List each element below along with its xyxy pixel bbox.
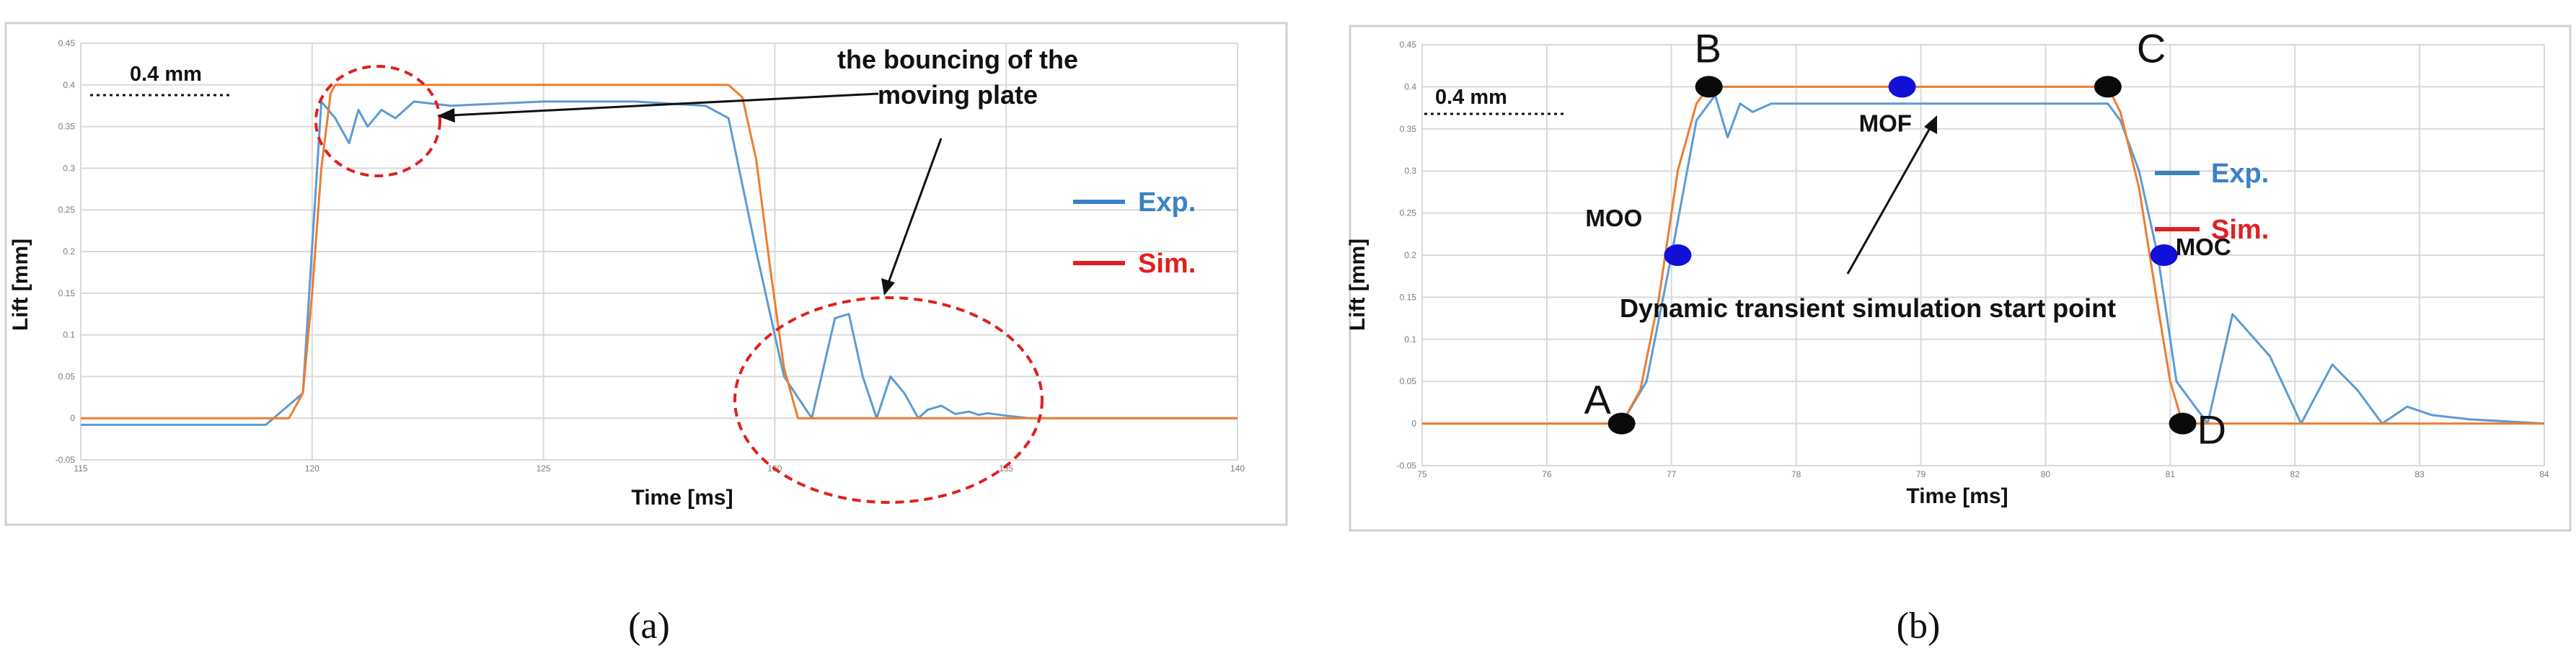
panel-a-reference-label: 0.4 mm bbox=[130, 63, 202, 86]
key-point-moc bbox=[2150, 244, 2178, 266]
y-tick-label: 0.45 bbox=[1400, 40, 1417, 50]
key-point-a bbox=[1607, 412, 1636, 435]
panel-a-series bbox=[81, 84, 1238, 426]
key-point-label-b: B bbox=[1695, 25, 1721, 71]
key-point-mof bbox=[1888, 76, 1916, 98]
series-line-exp bbox=[81, 100, 1238, 426]
x-tick-label: 125 bbox=[537, 463, 551, 474]
x-tick-label: 115 bbox=[74, 463, 87, 474]
y-tick-label: 0.3 bbox=[63, 163, 75, 173]
x-tick-label: 84 bbox=[2539, 469, 2549, 479]
panel-a-legend: Exp. Sim. bbox=[1073, 187, 1196, 279]
key-point-label-moo: MOO bbox=[1585, 205, 1642, 231]
y-tick-label: -0.05 bbox=[56, 455, 76, 465]
key-point-label-mof: MOF bbox=[1859, 110, 1912, 136]
panel-b-ylabel: Lift [mm] bbox=[1346, 239, 1369, 331]
x-tick-label: 81 bbox=[2166, 469, 2176, 479]
y-tick-label: 0.4 bbox=[63, 80, 75, 90]
x-tick-label: 80 bbox=[2041, 469, 2051, 479]
y-tick-label: 0.05 bbox=[1400, 376, 1417, 386]
y-tick-label: 0.2 bbox=[63, 247, 75, 257]
panel-b-frame bbox=[1349, 25, 2572, 532]
panel-a-frame bbox=[4, 22, 1288, 526]
panel-b-xlabel: Time [ms] bbox=[1906, 484, 2008, 508]
y-tick-label: 0.25 bbox=[1400, 208, 1417, 218]
caption-b: (b) bbox=[1897, 605, 1941, 647]
y-tick-label: 0.15 bbox=[58, 288, 76, 298]
series-line-sim bbox=[81, 84, 1238, 419]
series-line-exp bbox=[1422, 94, 2545, 425]
y-tick-label: -0.05 bbox=[1397, 461, 1417, 471]
y-tick-label: 0.15 bbox=[1400, 292, 1417, 302]
y-tick-label: 0.35 bbox=[58, 122, 76, 132]
key-point-c bbox=[2094, 76, 2122, 98]
x-tick-label: 79 bbox=[1916, 469, 1926, 479]
y-tick-label: 0.35 bbox=[1400, 124, 1417, 134]
panel-a-legend-exp-label: Exp. bbox=[1138, 187, 1196, 218]
panel-a-xlabel: Time [ms] bbox=[631, 486, 733, 510]
y-tick-label: 0.05 bbox=[58, 371, 76, 381]
key-point-label-c: C bbox=[2137, 25, 2166, 71]
x-tick-label: 77 bbox=[1667, 469, 1677, 479]
panel-a-bounce-label-line1: the bouncing of the bbox=[837, 45, 1078, 74]
y-tick-label: 0.2 bbox=[1404, 250, 1416, 260]
key-point-moo bbox=[1664, 244, 1692, 266]
x-tick-label: 78 bbox=[1791, 469, 1801, 479]
key-point-label-moc: MOC bbox=[2176, 234, 2231, 260]
x-tick-label: 83 bbox=[2414, 469, 2425, 479]
caption-a: (a) bbox=[628, 605, 670, 647]
panel-a-bounce-label-line2: moving plate bbox=[878, 80, 1038, 110]
panel-a-arrow-1 bbox=[437, 92, 879, 123]
key-point-b bbox=[1695, 76, 1723, 98]
panel-a-bounce-circle-1 bbox=[314, 65, 441, 177]
x-tick-label: 120 bbox=[305, 463, 319, 474]
panel-b-start-arrow bbox=[1846, 115, 1937, 275]
x-tick-label: 135 bbox=[999, 463, 1013, 474]
y-tick-label: 0 bbox=[1411, 419, 1416, 429]
key-point-label-a: A bbox=[1584, 377, 1612, 422]
y-tick-label: 0.1 bbox=[1404, 334, 1416, 345]
panel-b-legend-exp-label: Exp. bbox=[2211, 159, 2269, 189]
panel-b-legend-sim-label: Sim. bbox=[2211, 215, 2269, 245]
y-tick-label: 0.4 bbox=[1404, 81, 1416, 92]
key-point-d bbox=[2169, 412, 2197, 435]
chart-panel-b: -0.05 0 0.05 0.1 0.15 0.2 0.25 0.3 0.35 0.4 0.45 75… bbox=[1346, 25, 2572, 532]
panel-b-reference-label: 0.4 mm bbox=[1435, 86, 1507, 109]
panel-b-start-point-label: Dynamic transient simulation start point bbox=[1620, 293, 2116, 323]
y-tick-label: 0.3 bbox=[1404, 166, 1416, 176]
panel-a-legend-sim-label: Sim. bbox=[1138, 249, 1196, 279]
panel-a-arrow-2 bbox=[881, 138, 943, 296]
y-tick-label: 0.25 bbox=[58, 205, 76, 215]
panel-a-bounce-circle-2 bbox=[733, 296, 1044, 504]
x-tick-label: 75 bbox=[1417, 469, 1427, 479]
x-tick-label: 76 bbox=[1542, 469, 1552, 479]
panel-b-key-points: A B C D MOO MOF MOC bbox=[1584, 25, 2231, 452]
y-tick-label: 0.1 bbox=[63, 330, 75, 340]
panel-b-legend: Exp. Sim. bbox=[2155, 159, 2269, 245]
panel-a-tick-labels: -0.05 0 0.05 0.1 0.15 0.2 0.25 0.3 0.35 0.4 0.45 11… bbox=[56, 38, 1245, 474]
y-tick-label: 0 bbox=[70, 413, 75, 423]
x-tick-label: 82 bbox=[2290, 469, 2301, 479]
key-point-label-d: D bbox=[2197, 407, 2226, 453]
y-tick-label: 0.45 bbox=[58, 38, 76, 48]
chart-panel-a: -0.05 0 0.05 0.1 0.15 0.2 0.25 0.3 0.35 0.4 0.45 11… bbox=[4, 22, 1288, 526]
panel-a-ylabel: Lift [mm] bbox=[9, 239, 32, 331]
panel-b-tick-labels: -0.05 0 0.05 0.1 0.15 0.2 0.25 0.3 0.35 0.4 0.45 75… bbox=[1397, 40, 2549, 479]
x-tick-label: 140 bbox=[1230, 463, 1245, 474]
